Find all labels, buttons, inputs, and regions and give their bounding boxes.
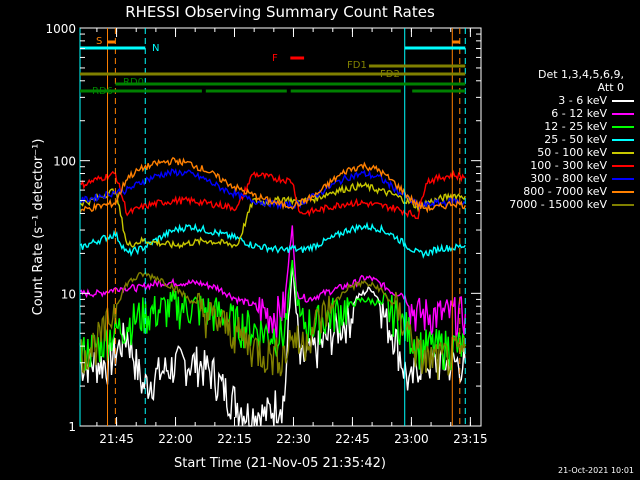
legend-swatch (612, 99, 634, 102)
legend-label: 50 - 100 keV (537, 146, 607, 159)
chart-title: RHESSI Observing Summary Count Rates (125, 3, 435, 21)
x-tick-label: 22:15 (217, 432, 252, 446)
x-tick-label: 23:00 (394, 432, 429, 446)
series-line-6 (79, 169, 466, 220)
flag-label-rd0: RD0 (123, 77, 144, 88)
legend-swatch (612, 190, 634, 193)
series-line-1 (79, 265, 466, 427)
legend-label: 3 - 6 keV (558, 94, 607, 107)
y-tick-label: 10 (61, 287, 76, 301)
flag-label-s: S (96, 36, 102, 47)
flag-label-f: F (272, 53, 278, 64)
legend-entry: 300 - 800 keV (486, 172, 636, 185)
series-line-8 (79, 156, 466, 214)
x-tick-label: 23:15 (453, 432, 488, 446)
legend-header-2: Att 0 (597, 81, 624, 94)
legend-entry: 50 - 100 keV (486, 146, 636, 159)
legend-swatch (612, 203, 634, 206)
flag-label-fd2: FD2 (380, 69, 400, 80)
flag-label-fd1: FD1 (347, 60, 367, 71)
plot-area (79, 27, 482, 427)
x-tick-label: 21:45 (99, 432, 134, 446)
legend-entry: 3 - 6 keV (486, 94, 636, 107)
legend-label: 6 - 12 keV (551, 107, 607, 120)
legend-entry: 6 - 12 keV (486, 107, 636, 120)
legend-entry: 12 - 25 keV (486, 120, 636, 133)
legend-entry: 800 - 7000 keV (486, 185, 636, 198)
legend-entry: 7000 - 15000 keV (486, 198, 636, 211)
legend-entry: 25 - 50 keV (486, 133, 636, 146)
series-line-9 (79, 271, 466, 381)
legend-label: 12 - 25 keV (544, 120, 607, 133)
legend-swatch (612, 177, 634, 180)
y-tick-label: 100 (53, 155, 76, 169)
flag-label-n: N (152, 43, 159, 54)
y-tick-label: 1 (68, 420, 76, 434)
series-line-7 (79, 167, 466, 211)
footer-timestamp: 21-Oct-2021 10:01 (558, 466, 634, 475)
series-line-4 (79, 221, 466, 259)
legend-swatch (612, 125, 634, 128)
legend-entry: 100 - 300 keV (486, 159, 636, 172)
x-tick-label: 22:00 (158, 432, 193, 446)
legend-swatch (612, 138, 634, 141)
legend: Det 1,3,4,5,6,9, Att 0 3 - 6 keV 6 - 12 k… (486, 68, 636, 211)
legend-header-1: Det 1,3,4,5,6,9, (537, 68, 624, 81)
legend-label: 7000 - 15000 keV (509, 198, 607, 211)
legend-swatch (612, 151, 634, 154)
legend-label: 800 - 7000 keV (523, 185, 607, 198)
legend-label: 300 - 800 keV (530, 172, 607, 185)
x-tick-label: 22:45 (335, 432, 370, 446)
series-line-2 (79, 225, 466, 339)
legend-label: 25 - 50 keV (544, 133, 607, 146)
legend-swatch (612, 112, 634, 115)
legend-swatch (612, 164, 634, 167)
legend-label: 100 - 300 keV (530, 159, 607, 172)
y-tick-label: 1000 (45, 22, 76, 36)
y-axis-label: Count Rate (s⁻¹ detector⁻¹) (31, 139, 46, 316)
x-tick-label: 22:30 (276, 432, 311, 446)
flag-label-rd6: RD6 (92, 86, 113, 97)
x-axis-label: Start Time (21-Nov-05 21:35:42) (174, 456, 386, 471)
